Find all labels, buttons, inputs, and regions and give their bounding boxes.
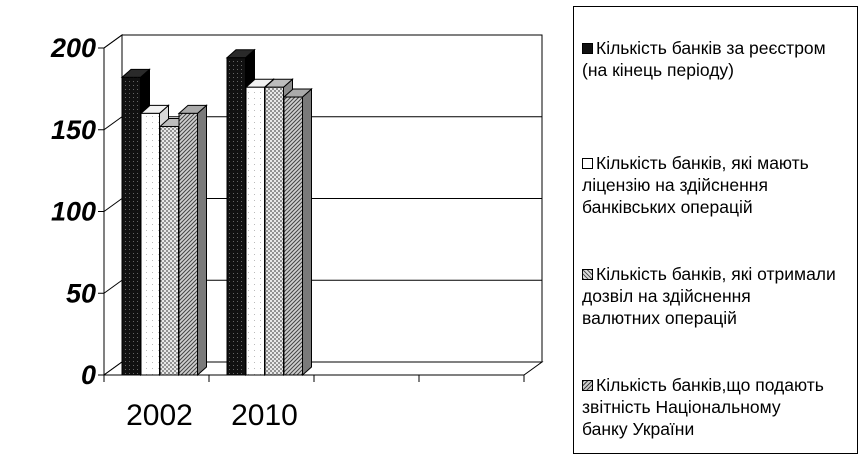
legend-entry-currency-banks: Кількість банків, які отримали дозвіл на… <box>582 263 856 329</box>
bar-2002-s4 <box>178 112 198 376</box>
bar-side-2002-s4 <box>197 104 207 377</box>
bar-2010-s3 <box>264 86 284 376</box>
gridline-side <box>103 116 123 131</box>
legend-swatch-white <box>582 158 593 169</box>
legend-entry-registered-banks: Кількість банків за реєстром (на кінець … <box>582 37 856 81</box>
bar-2002-s2 <box>140 112 160 376</box>
legend-label: Кількість банків,що подають звітність На… <box>582 375 824 439</box>
gridline-side <box>103 34 123 49</box>
legend-label: Кількість банків, які мають ліцензію на … <box>582 153 809 217</box>
bar-2010-s4 <box>283 96 303 376</box>
x-tick-label: 2002 <box>126 399 193 432</box>
legend-label: Кількість банків, які отримали дозвіл на… <box>582 264 836 328</box>
bar-2010-s2 <box>245 86 265 376</box>
legend-entry-reporting-banks: Кількість банків,що подають звітність На… <box>582 374 856 440</box>
plot-floor <box>102 361 544 376</box>
y-tick-label: 0 <box>81 360 96 390</box>
gridline-side <box>103 198 123 212</box>
legend-entry-licensed-banks: Кількість банків, які мають ліцензію на … <box>582 152 856 218</box>
y-tick-label: 150 <box>51 115 96 145</box>
y-tick-label: 200 <box>50 33 96 63</box>
bar-2002-s3 <box>159 125 179 376</box>
bar-2002-s1 <box>121 76 141 376</box>
legend-swatch-dots <box>582 269 593 280</box>
legend-label: Кількість банків за реєстром (на кінець … <box>582 38 826 80</box>
legend-swatch-hatch <box>582 380 593 391</box>
y-tick-label: 50 <box>66 278 96 308</box>
y-tick-label: 100 <box>51 197 96 227</box>
legend-swatch-dark <box>582 43 593 54</box>
bar-2010-s1 <box>226 57 246 376</box>
gridline-side <box>103 279 123 294</box>
x-tick-label: 2010 <box>231 399 298 432</box>
chart-legend: Кількість банків за реєстром (на кінець … <box>573 6 858 454</box>
bar-side-2010-s4 <box>302 87 312 377</box>
